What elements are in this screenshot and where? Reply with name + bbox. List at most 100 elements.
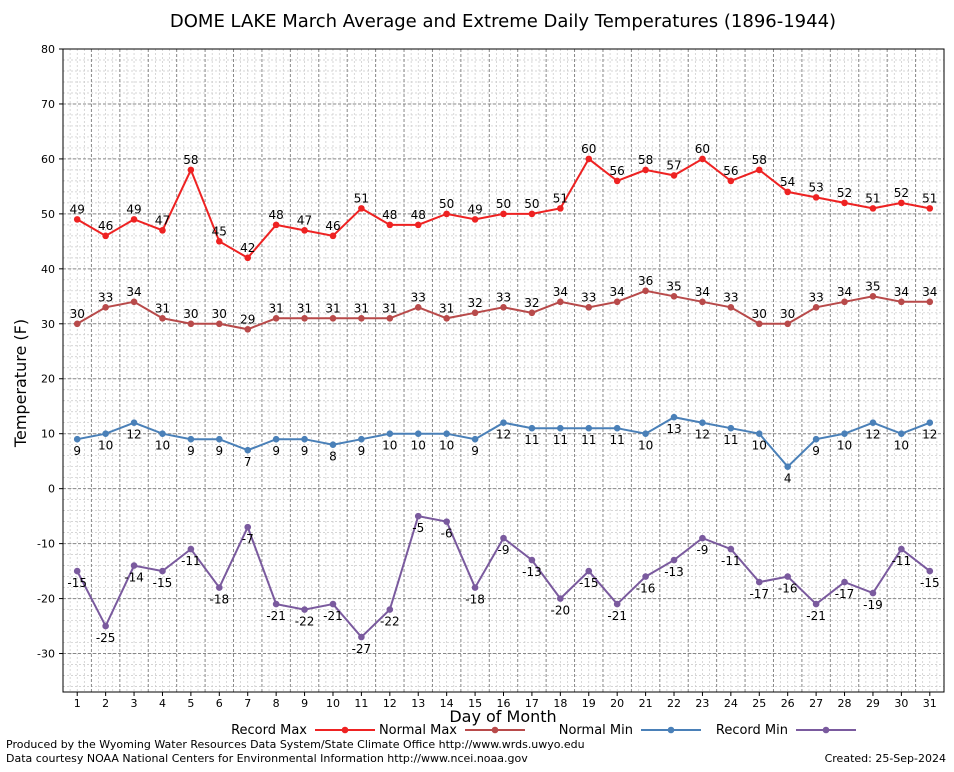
data-label: 10 [155, 439, 170, 453]
data-label: -5 [412, 521, 424, 535]
data-label: 9 [358, 444, 366, 458]
data-point [784, 463, 791, 470]
data-label: -19 [863, 598, 883, 612]
data-point [414, 221, 422, 229]
data-label: -15 [153, 576, 173, 590]
data-point [102, 232, 109, 240]
data-label: 30 [70, 307, 85, 321]
data-label: 32 [524, 296, 539, 310]
data-label: -15 [579, 576, 599, 590]
data-point [670, 413, 678, 421]
x-tick-label: 28 [838, 697, 852, 710]
data-label: 8 [329, 450, 337, 464]
data-label: -21 [266, 609, 286, 623]
y-tick-label: -20 [37, 593, 55, 606]
data-point [386, 606, 394, 613]
data-label: 31 [269, 301, 284, 315]
data-label: 46 [325, 219, 340, 233]
data-label: 54 [780, 175, 795, 189]
data-point [898, 545, 905, 553]
data-point [187, 166, 195, 174]
data-point [784, 573, 791, 580]
data-point [102, 622, 109, 630]
data-label: 13 [666, 422, 681, 436]
data-label: 7 [244, 455, 252, 469]
data-label: 42 [240, 241, 255, 255]
data-point [244, 523, 252, 531]
data-label: 10 [439, 439, 454, 453]
x-tick-label: 7 [244, 697, 251, 710]
data-point [812, 600, 820, 608]
x-tick-label: 6 [216, 697, 223, 710]
data-label: 33 [581, 290, 596, 304]
data-label: 56 [610, 164, 625, 178]
data-label: 9 [812, 444, 820, 458]
data-label: -11 [892, 554, 912, 568]
data-label: 47 [297, 213, 312, 227]
data-point [528, 309, 536, 317]
legend-label: Record Max [231, 723, 307, 738]
data-point [557, 205, 564, 212]
data-point [73, 320, 81, 328]
data-point [926, 567, 934, 575]
data-label: 45 [212, 224, 227, 238]
legend-marker [341, 726, 349, 734]
x-tick-label: 31 [923, 697, 937, 710]
data-label: 49 [126, 202, 141, 216]
data-point [841, 199, 848, 207]
series-normal-max: 30 33 34 31 30 30 29 31 31 31 31 31 33 31 32 33 32 34 33 34… [70, 274, 937, 333]
data-point [869, 205, 877, 212]
data-label: 9 [301, 444, 309, 458]
x-tick-label: 19 [582, 697, 596, 710]
x-tick-label: 15 [468, 697, 482, 710]
data-label: 11 [610, 433, 625, 447]
data-point [812, 435, 820, 443]
data-point [585, 567, 593, 575]
data-point [329, 232, 337, 240]
data-label: 33 [496, 290, 511, 304]
data-label: -17 [749, 587, 769, 601]
data-point [613, 298, 621, 306]
data-label: 57 [666, 158, 681, 172]
x-tick-label: 20 [610, 697, 624, 710]
data-point [272, 600, 280, 608]
x-tick-label: 1 [74, 697, 81, 710]
y-tick-label: -30 [37, 648, 55, 661]
data-label: 60 [695, 142, 710, 156]
data-point [443, 210, 450, 218]
data-label: 11 [524, 433, 539, 447]
data-label: 34 [126, 285, 141, 299]
data-label: -21 [607, 609, 627, 623]
x-tick-label: 23 [695, 697, 709, 710]
data-label: 11 [723, 433, 738, 447]
data-point [358, 314, 365, 322]
data-label: 10 [837, 439, 852, 453]
data-point [699, 419, 706, 427]
data-label: 12 [922, 428, 937, 442]
x-tick-label: 18 [553, 697, 567, 710]
data-label: -15 [920, 576, 940, 590]
data-label: 9 [215, 444, 223, 458]
data-point [73, 216, 81, 223]
data-label: -9 [498, 543, 510, 557]
y-tick-label: 20 [41, 373, 55, 386]
legend: Record Max Normal Max Normal Min Record Min [231, 723, 856, 738]
data-label: 30 [752, 307, 767, 321]
x-tick-label: 13 [411, 697, 425, 710]
y-tick-label: 60 [41, 153, 55, 166]
x-tick-label: 9 [301, 697, 308, 710]
data-point [414, 303, 422, 311]
series-record-max: 49 46 49 47 58 45 42 48 47 46 51 48 48 50 49 50 50 51 60 56… [70, 142, 937, 262]
y-tick-label: 30 [41, 318, 55, 331]
data-point [869, 589, 877, 597]
data-point [358, 435, 365, 443]
data-label: -15 [67, 576, 87, 590]
data-point [727, 177, 735, 185]
data-label: 49 [70, 202, 85, 216]
data-point [841, 578, 848, 586]
data-point [244, 254, 252, 262]
data-point [329, 314, 337, 322]
data-label: 12 [126, 428, 141, 442]
data-label: 11 [553, 433, 568, 447]
